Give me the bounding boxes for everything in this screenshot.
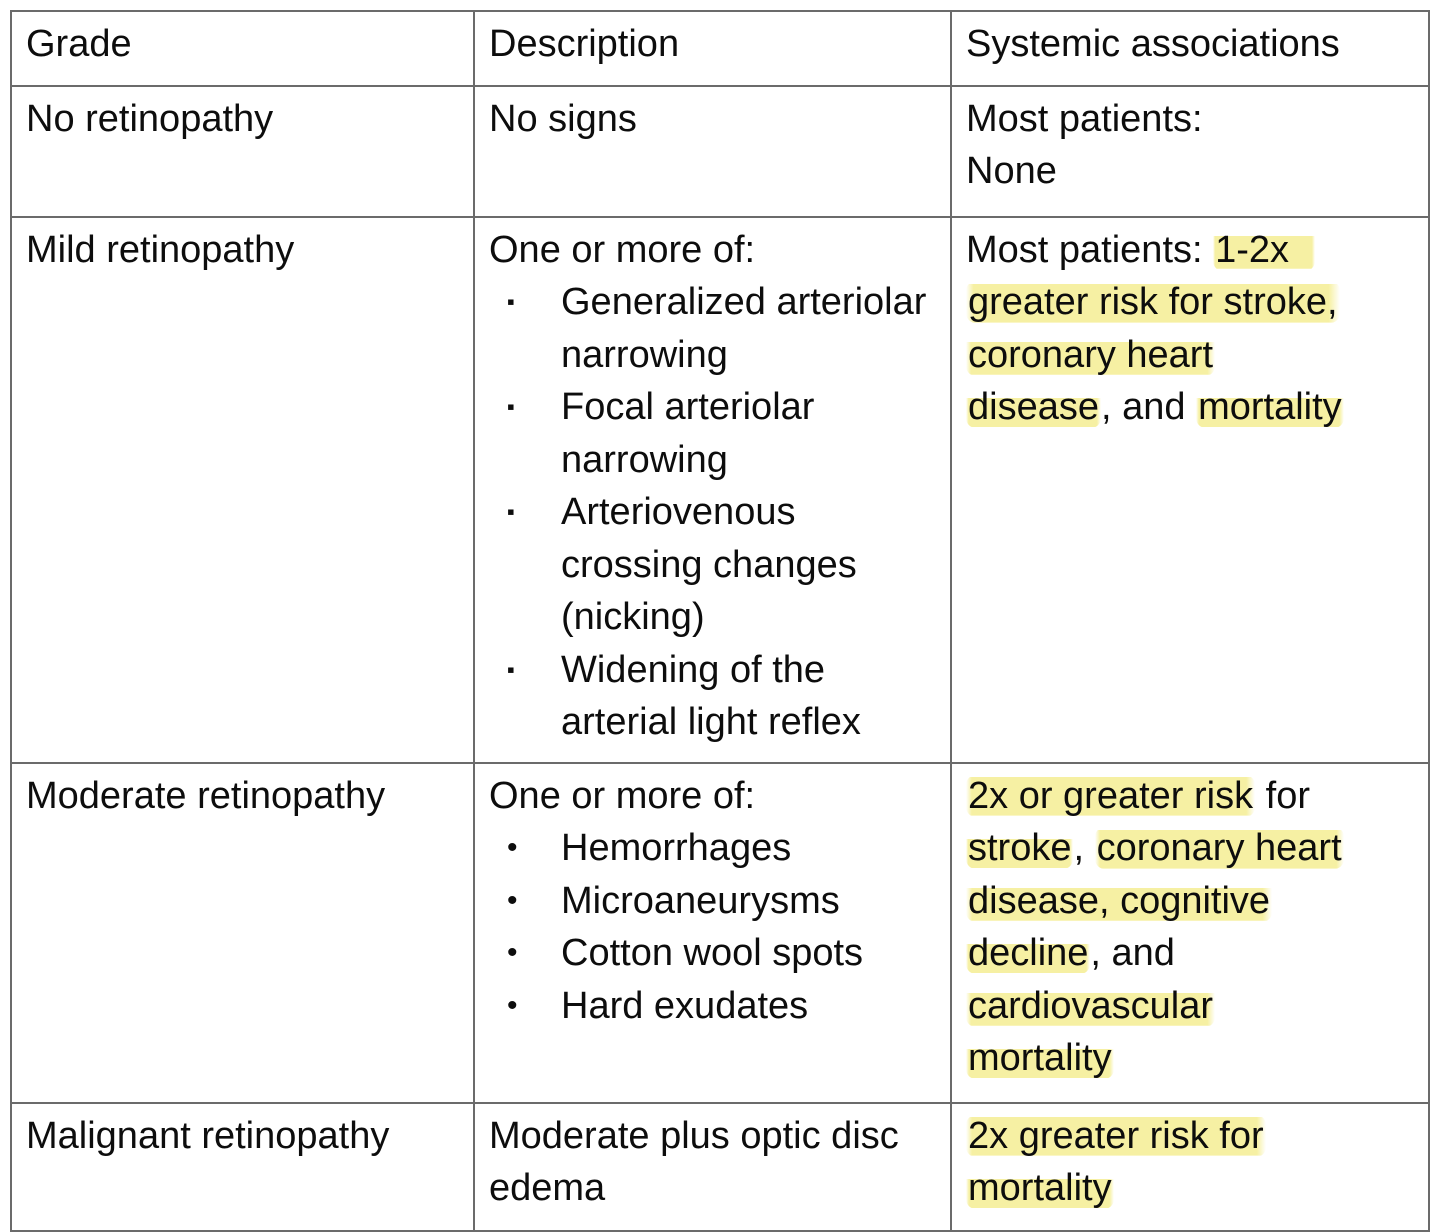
description-lead: One or more of:	[489, 229, 756, 271]
plain-text: , and	[1100, 386, 1197, 429]
systemic-line: disease, and mortality	[966, 381, 1416, 433]
table-row: No retinopathy No signs Most patients: No…	[10, 85, 1430, 218]
highlighted-text: coronary heart	[966, 333, 1216, 376]
systemic-line: stroke, coronary heart	[966, 822, 1416, 874]
list-item: • Hard exudates	[489, 980, 938, 1032]
highlighted-text: cardiovascular	[966, 984, 1215, 1027]
column-header-description: Description	[473, 10, 952, 87]
table-row: Malignant retinopathy Moderate plus opti…	[10, 1102, 1430, 1232]
list-item-label: Focal arteriolar narrowing	[561, 386, 815, 481]
bullet-icon: ▪	[507, 289, 515, 315]
list-item-label: Cotton wool spots	[561, 932, 864, 975]
bullet-icon: ▪	[507, 394, 515, 420]
list-item: ▪ Widening of the arterial light reflex	[489, 644, 938, 749]
systemic-line: coronary heart	[966, 329, 1416, 381]
column-header-systemic-associations: Systemic associations	[950, 10, 1430, 87]
highlighted-text: 1-2x	[1213, 229, 1316, 271]
list-item: • Cotton wool spots	[489, 927, 938, 979]
table-row: Moderate retinopathy One or more of: • He…	[10, 762, 1430, 1104]
cell-description: No signs	[473, 85, 952, 218]
list-item-label: Hard exudates	[561, 984, 809, 1027]
cell-grade: Mild retinopathy	[10, 216, 475, 764]
cell-grade: Moderate retinopathy	[10, 762, 475, 1104]
highlighted-text: mortality	[966, 1167, 1114, 1210]
cell-systemic-associations: 2x or greater risk for stroke, coronary h…	[950, 762, 1430, 1104]
cell-grade: Malignant retinopathy	[10, 1102, 475, 1232]
systemic-line: None	[966, 145, 1416, 197]
highlighted-text: mortality	[1196, 386, 1344, 429]
bullet-icon: ▪	[507, 499, 515, 525]
highlighted-text: coronary heart	[1094, 827, 1344, 870]
highlighted-text: stroke	[966, 827, 1074, 870]
list-item: ▪ Generalized arteriolar narrowing	[489, 276, 938, 381]
table-body: No retinopathy No signs Most patients: No…	[10, 85, 1430, 1232]
cell-systemic-associations: Most patients: None	[950, 85, 1430, 218]
systemic-line: decline, and	[966, 927, 1416, 979]
description-lead: Moderate plus optic disc edema	[489, 1115, 899, 1210]
plain-text: for	[1255, 775, 1310, 817]
list-item: ▪ Arteriovenous crossing changes (nicking…	[489, 486, 938, 643]
highlighted-text: disease	[966, 386, 1101, 429]
systemic-text: Most patients: 1-2x greater risk for stro…	[966, 224, 1416, 434]
description-lead: No signs	[489, 98, 637, 140]
list-item-label: Hemorrhages	[561, 827, 792, 870]
systemic-line: greater risk for stroke,	[966, 276, 1416, 328]
list-item-label: Generalized arteriolar narrowing	[561, 281, 927, 376]
description-lead: One or more of:	[489, 775, 756, 817]
plain-text: , and	[1090, 932, 1175, 975]
plain-text: ,	[1073, 827, 1095, 870]
cell-systemic-associations: Most patients: 1-2x greater risk for stro…	[950, 216, 1430, 764]
cell-grade: No retinopathy	[10, 85, 475, 218]
list-item: ▪ Focal arteriolar narrowing	[489, 381, 938, 486]
list-item: • Hemorrhages	[489, 822, 938, 874]
bullet-icon: •	[507, 988, 518, 1022]
description-item-list: ▪ Generalized arteriolar narrowing ▪ Focal …	[489, 276, 938, 748]
cell-description: One or more of: ▪ Generalized arteriolar …	[473, 216, 952, 764]
plain-text: None	[966, 150, 1057, 193]
plain-text: Most patients:	[966, 229, 1203, 271]
cell-systemic-associations: 2x greater risk for mortality	[950, 1102, 1430, 1232]
cell-description: One or more of: • Hemorrhages • Microaneury…	[473, 762, 952, 1104]
highlighted-text: 2x or greater risk	[966, 775, 1256, 817]
highlighted-text: greater risk for stroke,	[966, 281, 1340, 324]
systemic-line: mortality	[966, 1032, 1416, 1084]
cell-description: Moderate plus optic disc edema	[473, 1102, 952, 1232]
highlighted-text: 2x greater risk for	[966, 1115, 1266, 1157]
highlighted-text: mortality	[966, 1037, 1114, 1080]
plain-text: Most patients:	[966, 98, 1203, 140]
table-row: Mild retinopathy One or more of: ▪ Genera…	[10, 216, 1430, 764]
systemic-line: cardiovascular	[966, 980, 1416, 1032]
column-header-grade: Grade	[10, 10, 475, 87]
bullet-icon: •	[507, 831, 518, 865]
list-item-label: Microaneurysms	[561, 879, 840, 922]
list-item-label: Arteriovenous crossing changes (nicking)	[561, 491, 857, 639]
grade-label: Moderate retinopathy	[26, 775, 386, 817]
systemic-line: Most patients: 1-2x	[966, 224, 1416, 276]
systemic-text: 2x or greater risk for stroke, coronary h…	[966, 770, 1416, 1085]
systemic-line: 2x greater risk for	[966, 1110, 1416, 1162]
bullet-icon: •	[507, 883, 518, 917]
bullet-icon: ▪	[507, 656, 515, 682]
bullet-icon: •	[507, 936, 518, 970]
systemic-text: 2x greater risk for mortality	[966, 1110, 1416, 1215]
table-header-row: Grade Description Systemic associations	[10, 10, 1430, 87]
highlighted-text: disease, cognitive	[966, 879, 1273, 922]
systemic-line: mortality	[966, 1162, 1416, 1214]
list-item-label: Widening of the arterial light reflex	[561, 648, 861, 743]
description-item-list: • Hemorrhages • Microaneurysms • Cotton wool …	[489, 822, 938, 1032]
page-canvas: Grade Description Systemic associations …	[10, 10, 1430, 1232]
hypertensive-retinopathy-grading-table: Grade Description Systemic associations …	[10, 10, 1430, 1232]
systemic-text: Most patients: None	[966, 93, 1416, 198]
grade-label: Mild retinopathy	[26, 229, 295, 271]
systemic-line: disease, cognitive	[966, 875, 1416, 927]
grade-label: Malignant retinopathy	[26, 1115, 390, 1157]
systemic-line: Most patients:	[966, 93, 1416, 145]
grade-label: No retinopathy	[26, 98, 274, 140]
plain-text	[1203, 229, 1214, 271]
highlighted-text: decline	[966, 932, 1091, 975]
list-item: • Microaneurysms	[489, 875, 938, 927]
systemic-line: 2x or greater risk for	[966, 770, 1416, 822]
